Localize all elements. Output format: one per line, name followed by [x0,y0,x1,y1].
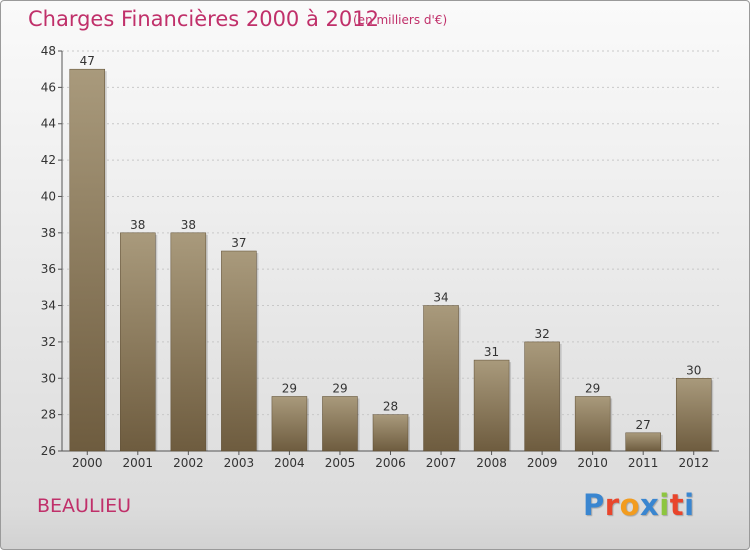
y-tick-label: 42 [41,153,56,167]
x-tick-label: 2012 [678,456,709,470]
x-tick-label: 2005 [325,456,356,470]
bar [372,414,409,452]
bar-value-label: 29 [332,381,347,395]
chart-title: Charges Financières 2000 à 2012 [28,7,379,31]
logo-letter: t [669,488,685,522]
bar-value-label: 29 [282,381,297,395]
y-tick-label: 34 [41,299,56,313]
x-tick-label: 2002 [173,456,204,470]
bar-value-label: 38 [181,218,196,232]
x-tick-label: 2004 [274,456,305,470]
x-tick-label: 2007 [426,456,457,470]
y-tick-label: 48 [41,44,56,58]
y-tick-label: 44 [41,117,56,131]
bar-value-label: 34 [433,291,448,305]
y-tick-label: 30 [41,371,56,385]
bar-value-label: 27 [636,418,651,432]
bar [170,232,207,452]
x-tick-label: 2010 [577,456,608,470]
chart-subtitle: (en milliers d'€) [353,13,448,27]
bar-value-label: 29 [585,381,600,395]
bar-value-label: 30 [686,363,701,377]
bar [271,396,308,452]
bar [423,305,459,452]
y-tick-label: 32 [41,335,56,349]
logo-letter: i [684,488,695,522]
x-tick-label: 2003 [224,456,255,470]
grid-lines [62,50,719,452]
bar [69,68,106,452]
logo-letter: o [619,488,641,522]
x-tick-label: 2011 [628,456,659,470]
logo-letter: i [659,488,670,522]
y-tick-label: 26 [41,444,56,458]
bar-value-label: 32 [534,327,549,341]
y-tick-label: 38 [41,226,56,240]
bars [69,68,714,452]
labels: 26 28 30 32 34 36 38 40 42 44 46 48 47 2000 38 2001 38 20… [41,44,709,470]
bar-value-label: 38 [130,218,145,232]
bar [322,396,358,452]
y-tick-label: 28 [41,408,56,422]
y-tick-label: 36 [41,262,56,276]
bar-value-label: 31 [484,345,499,359]
y-tick-label: 46 [41,80,56,94]
bar [473,359,510,452]
bar [221,250,257,452]
bar [675,378,712,452]
bar [524,341,560,452]
logo-letter: r [604,488,620,522]
x-tick-label: 2009 [527,456,558,470]
bar-value-label: 28 [383,400,398,414]
bar-value-label: 47 [80,54,95,68]
x-tick-label: 2006 [375,456,406,470]
x-tick-label: 2000 [72,456,103,470]
logo-letter: P [583,488,605,522]
bar [574,396,611,452]
proxiti-logo: Proxiti [583,488,695,522]
commune-name: BEAULIEU [37,495,132,517]
bar [625,432,661,452]
x-tick-label: 2008 [476,456,507,470]
bar-value-label: 37 [231,236,246,250]
y-tick-label: 40 [41,189,56,203]
logo-letter: x [640,488,660,522]
x-tick-label: 2001 [123,456,154,470]
bar [120,232,156,452]
